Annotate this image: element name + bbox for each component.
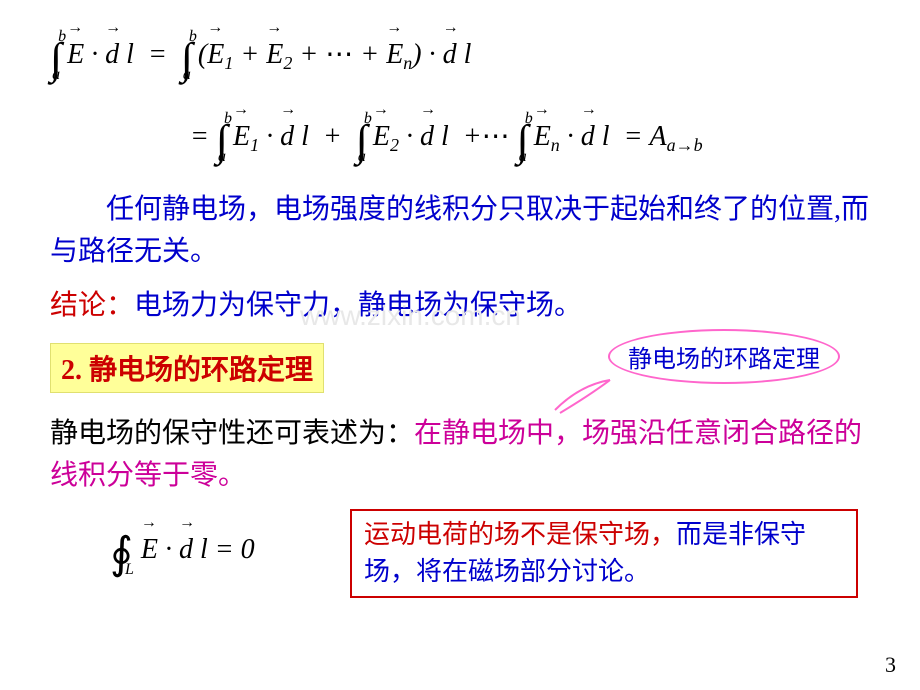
callout-text: 静电场的环路定理 (628, 347, 820, 373)
paragraph-2: 静电场的保守性还可表述为：在静电场中，场强沿任意闭合路径的线积分等于零。 (50, 413, 880, 497)
paragraph-1: 任何静电场，电场强度的线积分只取决于起始和终了的位置,而与路径无关。 (50, 189, 880, 273)
note-box: 运动电荷的场不是保守场，而是非保守场，将在磁场部分讨论。 (350, 509, 858, 598)
conclusion-label: 结论： (50, 290, 134, 321)
conclusion-line: 结论：电场力为保守力，静电场为保守场。 (50, 285, 880, 327)
note-red-text: 运动电荷的场不是保守场， (364, 520, 676, 549)
equation-line-1: ∫ba E · d l = ∫ba (E1 + E2 + ⋯ + En) · d… (50, 26, 880, 90)
callout-bubble: 静电场的环路定理 (608, 329, 840, 384)
para2-part1: 静电场的保守性还可表述为： (50, 418, 414, 449)
section-2-heading: 2. 静电场的环路定理 (50, 343, 324, 393)
closed-integral-equation: ∮L E · d l = 0 (110, 523, 330, 585)
page-number: 3 (885, 652, 896, 678)
equation-line-2: = ∫ba E1 · d l + ∫ba E2 · d l +⋯ ∫ba En … (190, 108, 880, 172)
conclusion-text: 电场力为保守力，静电场为保守场。 (134, 290, 582, 321)
callout-tail-icon (550, 375, 620, 415)
